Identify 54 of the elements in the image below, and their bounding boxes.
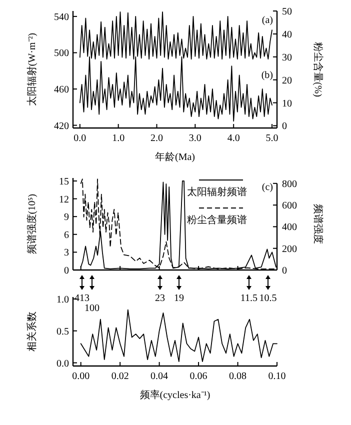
x-tick-label: 4.0: [227, 133, 240, 144]
legend-label: 粉尘含量频谱: [187, 214, 247, 226]
y-tick-label: 12: [59, 194, 69, 206]
x-tick-label: 0.06: [190, 371, 208, 382]
y2-axis-title: 粉尘含量(%): [312, 42, 324, 97]
y-tick-label: 9: [64, 212, 69, 224]
x-axis-title: 年龄(Ma): [155, 151, 195, 163]
y-tick-label: 0.5: [56, 326, 69, 338]
y2-tick-label: 50: [282, 6, 292, 18]
x-tick-label: 3.0: [188, 133, 202, 144]
y-axis-title: 相关系数: [26, 312, 38, 352]
x-tick-label: 0.10: [268, 371, 286, 382]
y-tick-label: 15: [59, 176, 69, 188]
x-tick-label: 0.04: [150, 371, 168, 382]
x-tick-label: 0.02: [111, 371, 129, 382]
y-axis-title: 太阳辐射(W·m⁻²): [26, 32, 38, 106]
legend-label: 太阳辐射频谱: [187, 186, 247, 198]
y-tick-label: 540: [54, 12, 69, 23]
y-tick-label: 460: [54, 84, 69, 96]
annotation: 100: [84, 303, 100, 314]
y2-tick-label: 10: [282, 98, 292, 110]
x-tick-label: 5.0: [266, 133, 278, 144]
y2-tick-label: 20: [282, 75, 292, 86]
annotation: (b): [261, 70, 273, 81]
y-tick-label: 6: [64, 230, 69, 241]
y2-tick-label: 600: [282, 200, 297, 212]
y-tick-label: 3: [64, 248, 69, 259]
y-tick-label: 420: [54, 120, 69, 132]
annotation: 23: [155, 293, 165, 304]
annotation: 413: [74, 293, 90, 304]
y-axis-title: 频谱强度(10⁵): [26, 194, 38, 254]
y2-tick-label: 30: [282, 52, 292, 64]
x-tick-label: 0.0: [74, 133, 86, 144]
y2-tick-label: 800: [282, 178, 297, 190]
y2-tick-label: 400: [282, 222, 297, 234]
y2-tick-label: 200: [282, 244, 297, 255]
x-tick-label: 0.08: [229, 371, 247, 382]
y2-tick-label: 0: [282, 121, 287, 132]
y-tick-label: 500: [54, 48, 69, 60]
y-tick-label: 0: [64, 266, 69, 276]
annotation: (c): [262, 182, 273, 193]
y-tick-label: 1.0: [56, 294, 69, 306]
annotation: 10.5: [259, 293, 277, 304]
y2-tick-label: 0: [282, 266, 287, 276]
x-tick-label: 0.00: [72, 371, 90, 382]
x-axis-title: 频率(cycles·ka⁻¹): [140, 389, 210, 401]
y-tick-label: 0.0: [56, 358, 69, 370]
x-tick-label: 2.0: [150, 133, 163, 144]
y2-axis-title: 频谱强度: [312, 204, 324, 244]
annotation: 19: [174, 293, 184, 304]
y2-tick-label: 40: [282, 29, 292, 40]
annotation: (a): [262, 15, 273, 26]
annotation: 11.5: [240, 293, 258, 304]
x-tick-label: 1.0: [112, 133, 125, 144]
